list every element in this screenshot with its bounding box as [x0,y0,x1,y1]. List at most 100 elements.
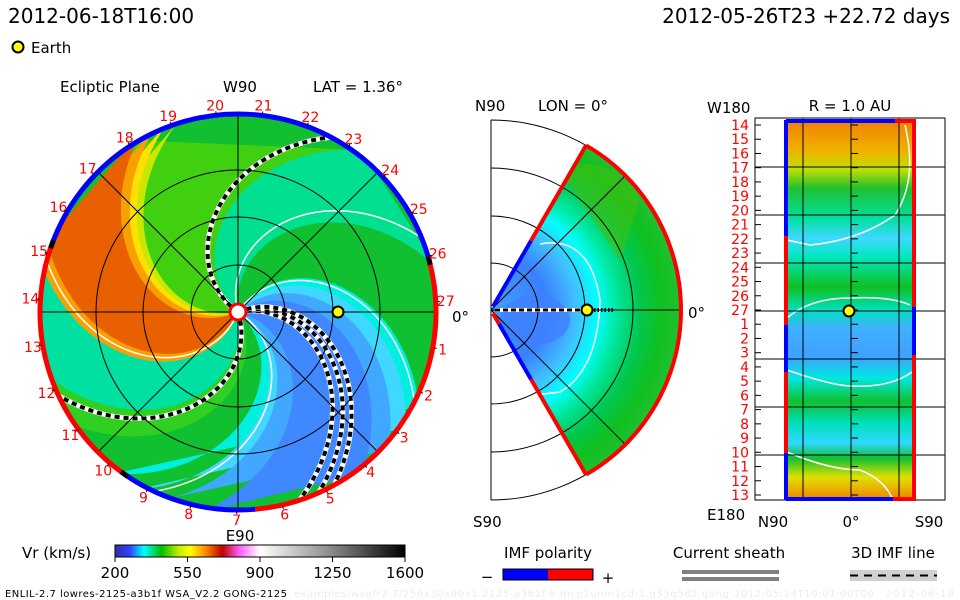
polarity-swatch-frame [502,568,594,581]
velocity-band [214,149,436,312]
current-sheath-line-2 [682,577,779,581]
current-sheath-spiral-dash [237,304,354,496]
row-label: 8 [740,417,749,433]
rim-tick [396,431,400,435]
colorbar-tick-label: 1600 [386,564,424,582]
rim-label: 22 [301,110,319,126]
row-label: 2 [740,331,749,347]
rim-tick [325,490,328,494]
run-path: examples/wsafr2.7/256x30x90x1.2125-a3b1f… [294,589,874,600]
rim-segment [49,111,432,262]
current-sheath-legend: Current sheath [673,544,785,581]
wedge-upper-edge-negative [491,239,533,308]
contour-line [42,250,239,359]
rim-label: 14 [22,292,40,308]
row-label: 4 [740,360,749,376]
rim-label: 5 [326,491,335,507]
imf-polarity-legend: IMF polarity − + [481,544,615,587]
rim-tick [44,252,48,255]
rim-segment [255,260,439,512]
rim-label: 20 [206,98,224,114]
meridional-top-label: N90 [475,97,505,115]
rim-label: 15 [30,244,48,260]
rim-tick [127,142,131,146]
rim-label: 17 [79,161,97,177]
disk-rim-polarity [37,111,439,513]
row-label: 20 [731,203,749,219]
ecliptic-bottom-label: E90 [226,527,255,545]
rim-label: 8 [184,507,193,523]
rim-label: 13 [24,340,42,356]
row-label: 25 [731,275,749,291]
colorbar-tick-label: 200 [101,564,130,582]
rim-tick [410,211,414,215]
row-label: 13 [731,488,749,504]
row-label: 17 [731,161,749,177]
rim-label: 10 [94,463,112,479]
rim-label: 1 [438,342,447,358]
earth-legend-label: Earth [31,39,71,57]
imf-line-label: 3D IMF line [851,544,935,562]
polarity-positive-swatch [548,569,593,580]
current-sheath-line-1 [682,570,779,574]
rim-label: 27 [437,294,455,310]
contour-line [237,279,417,413]
grid-arc [490,167,634,453]
contour-line [143,311,273,494]
row-label: 22 [731,232,749,248]
run-info: ENLIL-2.7 lowres-2125-a3b1f WSA_V2.2 GON… [5,589,287,600]
row-label: 18 [731,175,749,191]
rim-segment [122,472,256,513]
rim-label: 12 [38,386,56,402]
colorbar-label: Vr (km/s) [22,544,91,562]
row-label: 10 [731,445,749,461]
rim-tick [420,391,424,394]
rim-tick [282,505,284,509]
rim-tick [91,172,95,175]
rim-label: 21 [255,99,273,115]
meridional-rim-polarity [491,143,683,477]
rim-label: 19 [159,109,177,125]
row-label: 11 [731,460,749,476]
colorbar-tick-label: 550 [173,564,202,582]
rim-label: 7 [232,513,241,529]
row-label: 15 [731,132,749,148]
current-sheath-label: Current sheath [673,544,785,562]
rim-label: 23 [344,132,362,148]
rim-label: 9 [139,490,148,506]
rim-label: 25 [410,202,428,218]
ecliptic-plane-panel: Ecliptic Plane W90 LAT = 1.36° E90 0° 20… [22,78,470,545]
colorbar-tick-label: 900 [246,564,275,582]
polarity-negative-swatch [503,569,548,580]
rim-tick [169,121,172,125]
current-sheath-spiral-dash [237,306,345,503]
x-label-south: S90 [915,513,944,531]
contour-line [234,209,431,313]
wedge-lower-edge-positive [491,312,501,325]
rim-label: 11 [61,428,79,444]
reference-time: 2012-05-26T23 +22.72 days [662,4,950,28]
radius-rim-polarity [784,119,916,501]
colorbar-gradient [114,544,406,558]
ecliptic-right-label: 0° [452,308,469,326]
rim-tick [383,173,387,177]
current-sheath-spiral-dash [237,308,335,510]
x-label-zero: 0° [842,513,859,531]
rim-label: 4 [366,465,375,481]
rim-tick [364,464,368,468]
row-label: 14 [731,118,749,134]
model-time: 2012-06-18T16:00 [8,4,194,28]
run-date: 2012-06-18 [886,589,954,600]
row-label: 24 [731,260,749,276]
rim-label: 2 [424,389,433,405]
meridional-bottom-label: S90 [473,513,502,531]
imf-line-legend: 3D IMF line [850,544,937,581]
ecliptic-title: Ecliptic Plane [60,78,160,96]
earth-marker-meridional [580,303,594,317]
rim-segment [37,243,126,477]
radius-panel: W180 R = 1.0 AU E180 N90 0° S90 14151617… [707,97,946,531]
rim-tick [433,347,437,349]
row-label: 5 [740,374,749,390]
radius-top-left-label: W180 [707,99,750,117]
